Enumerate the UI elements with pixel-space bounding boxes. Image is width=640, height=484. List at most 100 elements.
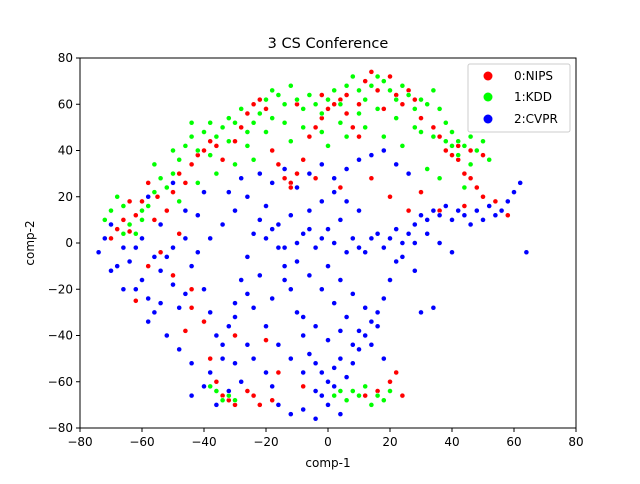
scatter-point [213,170,220,177]
scatter-point [424,166,431,172]
scatter-point [275,369,282,376]
y-tick-label: −60 [48,375,73,389]
legend-box [467,63,571,133]
scatter-point [201,189,207,196]
scatter-point [126,221,133,228]
scatter-point [461,212,468,219]
scatter-point [424,216,431,223]
scatter-point [225,388,232,394]
scatter-point [480,216,486,223]
scatter-point [163,184,170,191]
scatter-point [331,392,338,399]
scatter-point [449,142,455,149]
scatter-point [380,244,387,251]
scatter-point [163,332,170,339]
scatter-point [269,383,276,390]
scatter-point [256,216,263,223]
scatter-point [306,133,313,140]
scatter-point [244,290,251,297]
scatter-point [393,161,400,168]
scatter-point [225,189,232,196]
scatter-point [108,207,114,214]
scatter-point [362,96,369,103]
scatter-point [281,263,288,270]
scatter-point [356,101,362,108]
scatter-point [157,175,164,182]
scatter-point [139,277,145,283]
scatter-point [337,411,344,418]
scatter-point [349,290,356,297]
scatter-point [461,142,468,149]
scatter-point [213,142,220,149]
scatter-point [331,240,338,246]
scatter-point [337,216,344,223]
scatter-point [368,318,375,325]
scatter-point [213,133,220,140]
scatter-point [225,323,232,330]
scatter-point [225,138,232,145]
scatter-point [182,179,189,186]
scatter-point [405,230,412,237]
scatter-point [312,101,319,108]
scatter-point [449,129,455,135]
scatter-point [269,295,276,302]
scatter-point [368,68,375,75]
scatter-point [275,161,282,168]
scatter-point [213,401,220,408]
scatter-point [263,369,269,376]
scatter-point [343,397,350,404]
scatter-point [263,96,269,103]
scatter-point [312,415,319,422]
scatter-point [287,212,294,219]
scatter-point [250,156,257,163]
scatter-point [145,193,152,200]
scatter-point [331,87,338,94]
series-1 [101,73,493,408]
scatter-point [170,281,176,288]
scatter-point [449,216,455,223]
scatter-point [362,249,369,256]
scatter-point [182,207,189,214]
scatter-point [275,221,282,228]
scatter-point [399,101,406,108]
scatter-point [356,327,362,334]
scatter-point [473,147,480,154]
scatter-point [473,207,480,214]
scatter-point [256,110,263,117]
scatter-point [151,253,158,260]
scatter-point [343,110,350,117]
legend-label-nips: 0:NIPS [514,69,553,83]
scatter-point [244,341,251,348]
y-tick-label: −80 [48,421,73,435]
scatter-point [467,175,474,182]
scatter-point [393,258,400,265]
scatter-point [188,263,195,270]
scatter-point [170,170,176,177]
y-tick-label: 20 [58,190,73,204]
scatter-point [232,300,238,307]
scatter-point [201,129,207,135]
scatter-point [219,397,226,404]
scatter-point [232,397,238,404]
scatter-point [467,147,474,154]
x-tick-label: −60 [129,435,154,449]
scatter-point [281,166,288,172]
scatter-point [201,147,207,154]
scatter-point [154,193,161,200]
scatter-point [393,369,400,376]
scatter-point [238,175,245,182]
scatter-point [244,142,251,149]
scatter-point [170,244,176,251]
scatter-point [145,263,152,270]
scatter-point [455,152,462,159]
scatter-point [114,193,121,200]
scatter-point [411,105,418,112]
scatter-point [312,360,319,367]
scatter-point [250,119,257,126]
scatter-point [424,230,431,237]
scatter-point [318,369,325,376]
scatter-point [287,411,294,418]
scatter-point [170,179,176,186]
scatter-point [232,314,238,320]
scatter-point [399,253,406,260]
